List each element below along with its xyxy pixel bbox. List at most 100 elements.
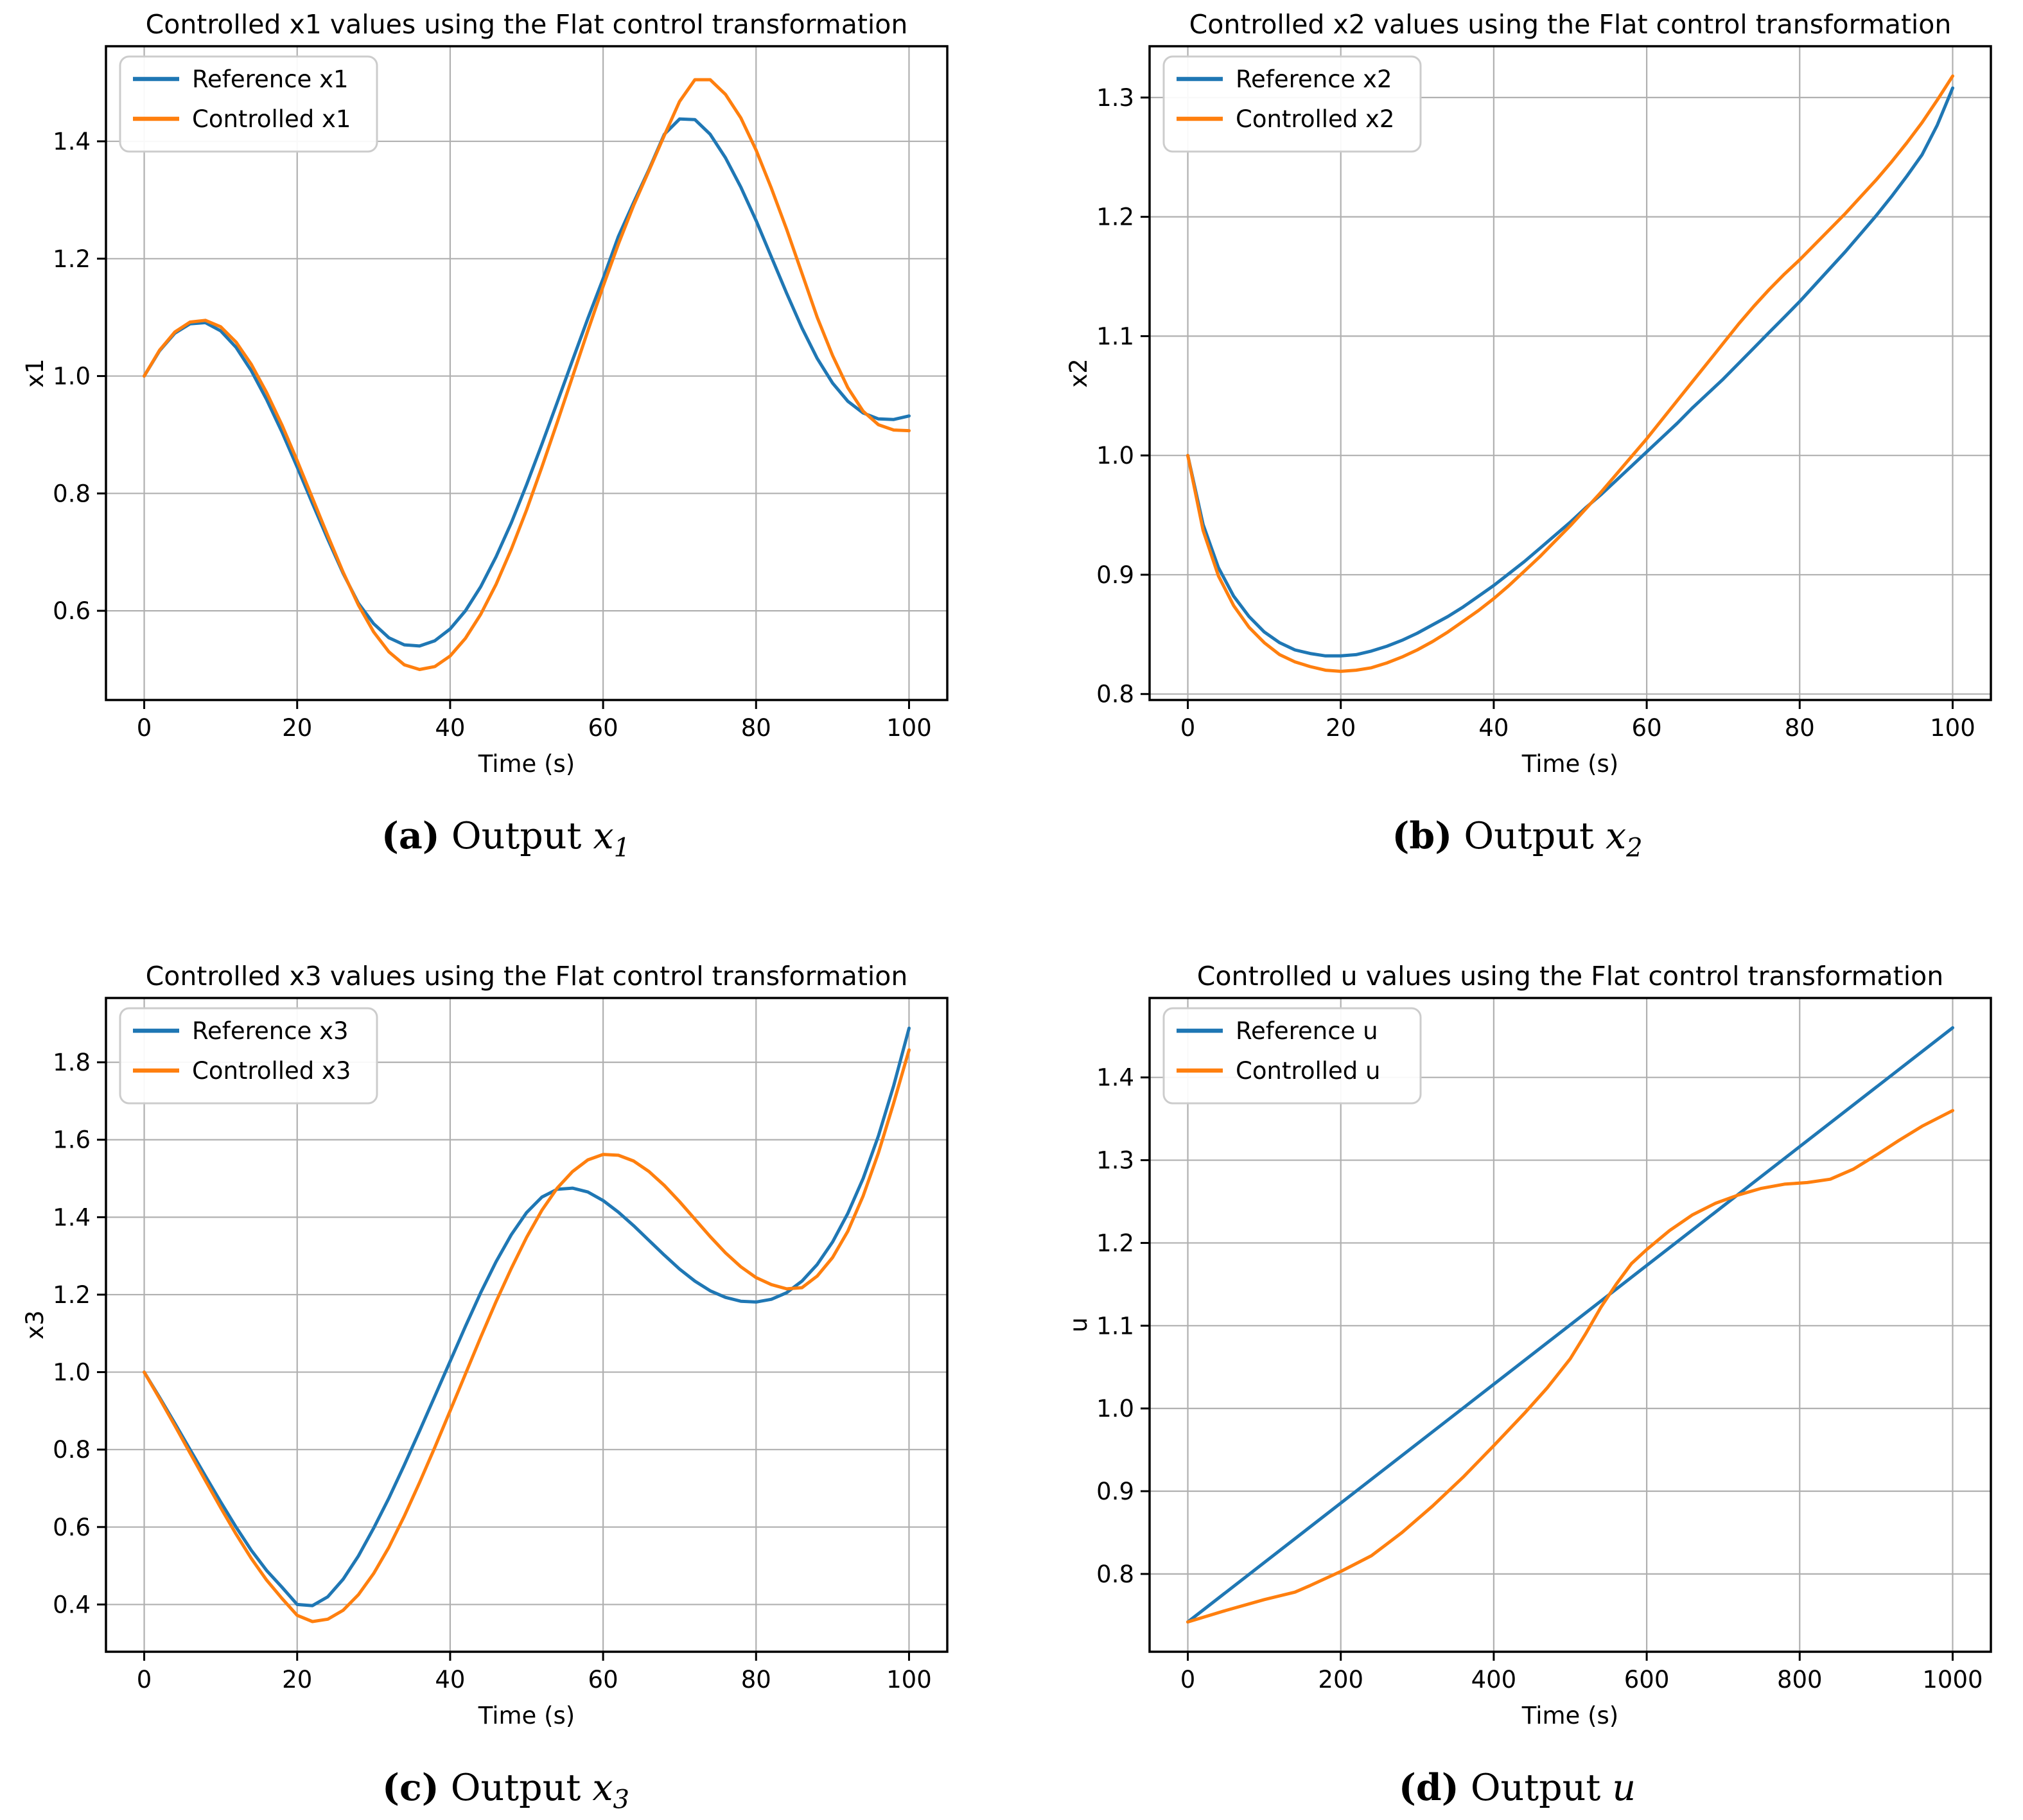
x-tick-label: 80 [741, 714, 771, 742]
chart-x2-wrap: 0 20 40 60 80 100 0.8 0.9 1.0 1.1 1.2 1.3 Controlled… [1012, 6, 2023, 783]
panel-b: 0 20 40 60 80 100 0.8 0.9 1.0 1.1 1.2 1.3 Controlled… [1012, 0, 2023, 910]
axes-frame [105, 45, 949, 701]
x-tick-label: 100 [1930, 714, 1975, 742]
legend-box [119, 1007, 378, 1105]
series-line [143, 1048, 911, 1623]
legend-box [119, 55, 378, 153]
chart-title: Controlled x2 values using the Flat cont… [1189, 9, 1952, 40]
x-tick-label: 60 [1632, 714, 1662, 742]
chart-x1: 0 20 40 60 80 100 0.6 0.8 1.0 1.2 1.4 Controlled x1… [21, 9, 949, 778]
caption-variable: x1 [593, 815, 631, 863]
caption-d: (d) Output u [1012, 1766, 2023, 1814]
x-tick-label: 0 [1180, 1666, 1196, 1693]
y-tick-label: 0.8 [1096, 1561, 1134, 1588]
x-tick-label: 40 [435, 1666, 465, 1693]
caption-word: Output [1464, 815, 1594, 857]
x-tick-label: 600 [1624, 1666, 1670, 1693]
series-line [143, 1026, 911, 1607]
x-tick-label: 20 [282, 714, 312, 742]
x-tick-label: 100 [886, 714, 932, 742]
x-tick-label: 20 [282, 1666, 312, 1693]
series-line [143, 117, 911, 648]
legend-label: Controlled x1 [192, 105, 351, 133]
chart-title: Controlled x1 values using the Flat cont… [146, 9, 908, 40]
caption-c: (c) Output x3 [0, 1766, 1012, 1814]
caption-word: Output [450, 1767, 581, 1809]
x-axis-label: Time (s) [478, 750, 575, 778]
y-tick-label: 1.4 [53, 128, 91, 155]
series-line [1186, 1108, 1954, 1624]
caption-label: (a) [381, 814, 440, 857]
y-tick-label: 1.2 [1096, 204, 1134, 231]
x-tick-label: 60 [588, 714, 618, 742]
x-tick-label: 100 [886, 1666, 932, 1693]
x-tick-label: 80 [741, 1666, 771, 1693]
caption-word: Output [1470, 1767, 1601, 1809]
x-axis-label: Time (s) [1521, 750, 1618, 778]
caption-variable: x3 [592, 1767, 629, 1815]
panel-d: 0 200 400 600 800 1000 0.8 0.9 1.0 1.1 1.2 1.3 1.4 Co… [1012, 910, 2023, 1820]
y-tick-label: 1.8 [53, 1049, 91, 1076]
x-tick-label: 0 [137, 1666, 152, 1693]
legend-label: Controlled x2 [1236, 105, 1394, 133]
y-tick-label: 1.3 [1096, 1147, 1134, 1175]
legend-label: Reference x2 [1236, 66, 1392, 93]
legend-label: Reference x1 [192, 66, 349, 93]
y-axis-label: x3 [21, 1310, 49, 1339]
y-tick-label: 0.9 [1096, 1478, 1134, 1505]
y-tick-label: 0.8 [53, 480, 91, 507]
x-tick-label: 0 [1180, 714, 1196, 742]
y-tick-label: 1.0 [53, 363, 91, 390]
x-axis-label: Time (s) [1521, 1702, 1618, 1729]
legend-label: Reference u [1236, 1017, 1378, 1045]
chart-x3: 0 20 40 60 80 100 0.4 0.6 0.8 1.0 1.2 1.4 1.6 1.8 Cont… [21, 961, 949, 1729]
y-tick-label: 1.4 [1096, 1064, 1134, 1092]
x-tick-label: 60 [588, 1666, 618, 1693]
x-tick-label: 0 [137, 714, 152, 742]
chart-title: Controlled x3 values using the Flat cont… [146, 961, 908, 992]
y-tick-label: 1.3 [1096, 84, 1134, 112]
series-line [1186, 1026, 1954, 1624]
chart-u: 0 200 400 600 800 1000 0.8 0.9 1.0 1.1 1.2 1.3 1.4 Co… [1065, 961, 1992, 1729]
x-tick-label: 1000 [1922, 1666, 1983, 1693]
y-tick-label: 1.2 [53, 245, 91, 273]
caption-label: (c) [382, 1766, 439, 1809]
caption-word: Output [451, 815, 582, 857]
axes-frame [105, 997, 949, 1653]
x-tick-label: 80 [1785, 714, 1815, 742]
caption-b: (b) Output x2 [1012, 814, 2023, 862]
y-axis-label: u [1065, 1317, 1092, 1332]
legend-box [1162, 1007, 1422, 1105]
y-tick-label: 0.6 [53, 597, 91, 625]
axes-frame [1148, 45, 1992, 701]
x-tick-label: 40 [1478, 714, 1509, 742]
chart-u-wrap: 0 200 400 600 800 1000 0.8 0.9 1.0 1.1 1.2 1.3 1.4 Co… [1012, 958, 2023, 1735]
caption-variable: x2 [1605, 815, 1643, 863]
panel-a: 0 20 40 60 80 100 0.6 0.8 1.0 1.2 1.4 Controlled x1… [0, 0, 1012, 910]
y-tick-label: 1.6 [53, 1126, 91, 1154]
caption-label: (b) [1392, 814, 1453, 857]
y-tick-label: 1.2 [53, 1281, 91, 1309]
caption-a: (a) Output x1 [0, 814, 1012, 862]
legend-label: Reference x3 [192, 1017, 349, 1045]
y-tick-label: 1.0 [1096, 1395, 1134, 1422]
chart-x2: 0 20 40 60 80 100 0.8 0.9 1.0 1.1 1.2 1.3 Controlled… [1065, 9, 1992, 778]
y-tick-label: 0.6 [53, 1514, 91, 1541]
y-tick-label: 0.4 [53, 1591, 91, 1618]
x-tick-label: 200 [1318, 1666, 1363, 1693]
x-tick-label: 40 [435, 714, 465, 742]
legend-label: Controlled x3 [192, 1057, 351, 1085]
y-tick-label: 1.1 [1096, 322, 1134, 350]
legend-label: Controlled u [1236, 1057, 1381, 1085]
y-tick-label: 1.1 [1096, 1312, 1134, 1340]
chart-title: Controlled u values using the Flat contr… [1197, 961, 1943, 992]
x-tick-label: 20 [1326, 714, 1356, 742]
series-line [1186, 86, 1954, 658]
series-line [1186, 74, 1954, 673]
series-line [143, 78, 911, 671]
y-tick-label: 1.0 [1096, 442, 1134, 469]
x-tick-label: 800 [1777, 1666, 1823, 1693]
y-tick-label: 1.4 [53, 1203, 91, 1231]
y-tick-label: 1.0 [53, 1359, 91, 1387]
y-axis-label: x2 [1065, 358, 1092, 387]
